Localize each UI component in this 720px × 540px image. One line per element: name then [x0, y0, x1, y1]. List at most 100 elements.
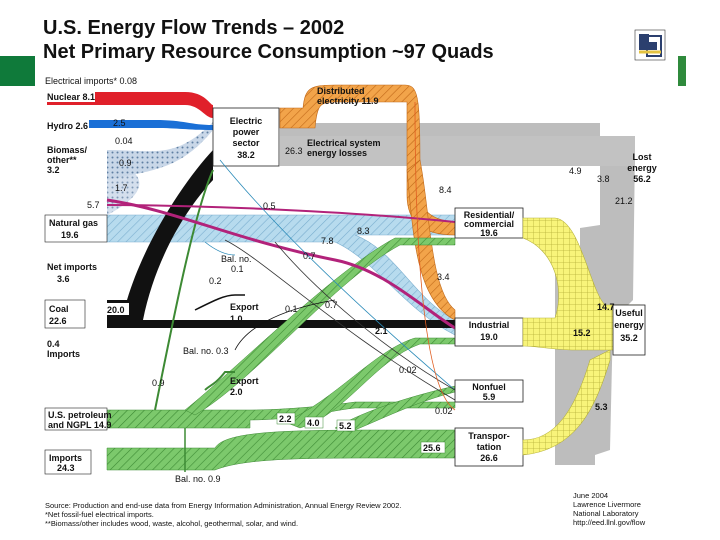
useful-label-2: energy: [614, 320, 644, 330]
value-4-9: 4.9: [569, 166, 582, 176]
useful-energy-node: [612, 304, 646, 356]
export-coal-value: 1.0: [230, 314, 243, 324]
residential-label-2: commercial: [464, 219, 514, 229]
value-0-7a: 0.7: [303, 251, 316, 261]
value-8-3: 8.3: [357, 226, 370, 236]
nuclear-label-bg: [45, 90, 95, 102]
value-7-8: 7.8: [321, 236, 334, 246]
distributed-label-2: electricity 11.9: [317, 96, 379, 106]
value-0-7b: 0.7: [325, 300, 338, 310]
losses-label-2: energy losses: [307, 148, 367, 158]
bal-coal-label: Bal. no. 0.3: [183, 346, 229, 356]
natural-gas-label: Natural gas: [49, 218, 98, 228]
footer-org-1: Lawrence Livermore: [573, 500, 641, 509]
value-14-7: 14.7: [597, 302, 615, 312]
value-2-5: 2.5: [113, 118, 126, 128]
footer-org-2: National Laboratory: [573, 509, 639, 518]
transport-value: 26.6: [480, 453, 498, 463]
value-3-4: 3.4: [437, 272, 450, 282]
transport-label-2: tation: [477, 442, 502, 452]
useful-energy-flow: [522, 217, 641, 351]
value-4-0-bg: [304, 416, 324, 429]
biomass-flow: [107, 122, 213, 180]
bal-gas-label: Bal. no.: [221, 254, 252, 264]
export-pet-label: Export: [230, 376, 259, 386]
residential-label-1: Residential/: [464, 210, 515, 220]
footer-date: June 2004: [573, 491, 608, 500]
value-26-3: 26.3: [285, 146, 303, 156]
coal-value: 22.6: [49, 316, 67, 326]
bal-coal-line: [234, 299, 336, 351]
value-5-2-bg: [336, 419, 356, 432]
coal-to-nonfuel-line: [224, 239, 456, 401]
residential-commercial-node: [454, 207, 524, 239]
coal-imports-label: Imports: [47, 349, 80, 359]
lost-label-1: Lost: [633, 152, 652, 162]
title-line-1: U.S. Energy Flow Trends – 2002: [43, 17, 344, 39]
transport-useful-flow: [522, 349, 611, 456]
bal-gas-value: 0.1: [231, 264, 244, 274]
bal-pet-label: Bal. no. 0.9: [175, 474, 221, 484]
losses-label-1: Electrical system: [307, 138, 381, 148]
natural-gas-node: [44, 214, 108, 243]
value-20-0: 20.0: [107, 305, 125, 315]
energy-flow-diagram: U.S. Energy Flow Trends – 2002 Net Prima…: [43, 17, 666, 528]
transportation-node: [454, 427, 524, 467]
coal-flow: [107, 150, 455, 328]
lost-label-2: energy: [627, 163, 657, 173]
electric-label-3: sector: [232, 138, 260, 148]
electric-value: 38.2: [237, 150, 255, 160]
footer-url: http://eed.llnl.gov/flow: [573, 518, 646, 527]
net-imports-label: Net imports: [47, 262, 97, 272]
value-2-2: 2.2: [279, 414, 292, 424]
value-0-1: 0.1: [285, 304, 298, 314]
value-0-02b: 0.02: [435, 406, 453, 416]
value-2-1: 2.1: [375, 326, 388, 336]
residential-value: 19.6: [480, 228, 498, 238]
us-petroleum-value: and NGPL 14.9: [48, 420, 111, 430]
electric-label-1: Electric: [230, 116, 263, 126]
net-imports-value: 3.6: [57, 274, 70, 284]
value-5-3: 5.3: [595, 402, 608, 412]
electric-power-sector-node: [212, 107, 280, 167]
value-4-0: 4.0: [307, 418, 320, 428]
imports-node: [44, 449, 92, 475]
useful-value: 35.2: [620, 333, 638, 343]
hydro-label: Hydro 2.6: [47, 121, 88, 131]
biomass-label-1: Biomass/: [47, 145, 88, 155]
value-2-2-bg: [276, 412, 296, 425]
biomass-value: 3.2: [47, 165, 60, 175]
export-coal-label: Export: [230, 302, 259, 312]
value-0-2: 0.2: [209, 276, 222, 286]
us-petroleum-label: U.S. petroleum: [48, 410, 112, 420]
lost-value: 56.2: [633, 174, 651, 184]
us-petroleum-node: [44, 407, 108, 431]
value-0-02a: 0.02: [399, 365, 417, 375]
imports-petroleum-flow: [106, 429, 456, 471]
nonfuel-node: [454, 379, 524, 403]
useful-label-1: Useful: [615, 308, 643, 318]
title-line-2: Net Primary Resource Consumption ~97 Qua…: [43, 41, 494, 63]
energy-flow-panel: U.S. Energy Flow Trends – 2002 Net Prima…: [35, 10, 678, 532]
hydro-label-bg: [45, 119, 89, 131]
value-20-bg: [105, 303, 129, 315]
llnl-logo: [634, 29, 666, 61]
bal-gas-line: [204, 241, 236, 256]
gas-to-nonfuel-line: [219, 159, 456, 391]
nonfuel-value: 5.9: [483, 392, 496, 402]
value-15-2: 15.2: [573, 328, 591, 338]
electrical-imports-label: Electrical imports* 0.08: [45, 76, 137, 86]
biomass-label-2: other**: [47, 155, 77, 165]
footer-note-2: **Biomass/other includes wood, waste, al…: [45, 519, 298, 528]
industrial-label: Industrial: [469, 320, 510, 330]
value-0-5: 0.5: [263, 201, 276, 211]
value-5-2: 5.2: [339, 421, 352, 431]
value-25-6: 25.6: [423, 443, 441, 453]
coal-node: [44, 299, 86, 329]
industrial-value: 19.0: [480, 332, 498, 342]
electrical-losses-band: [280, 136, 635, 166]
electric-label-2: power: [233, 127, 260, 137]
nuclear-label: Nuclear 8.1: [47, 92, 95, 102]
footer-note-1: *Net fossil-fuel electrical imports.: [45, 510, 154, 519]
